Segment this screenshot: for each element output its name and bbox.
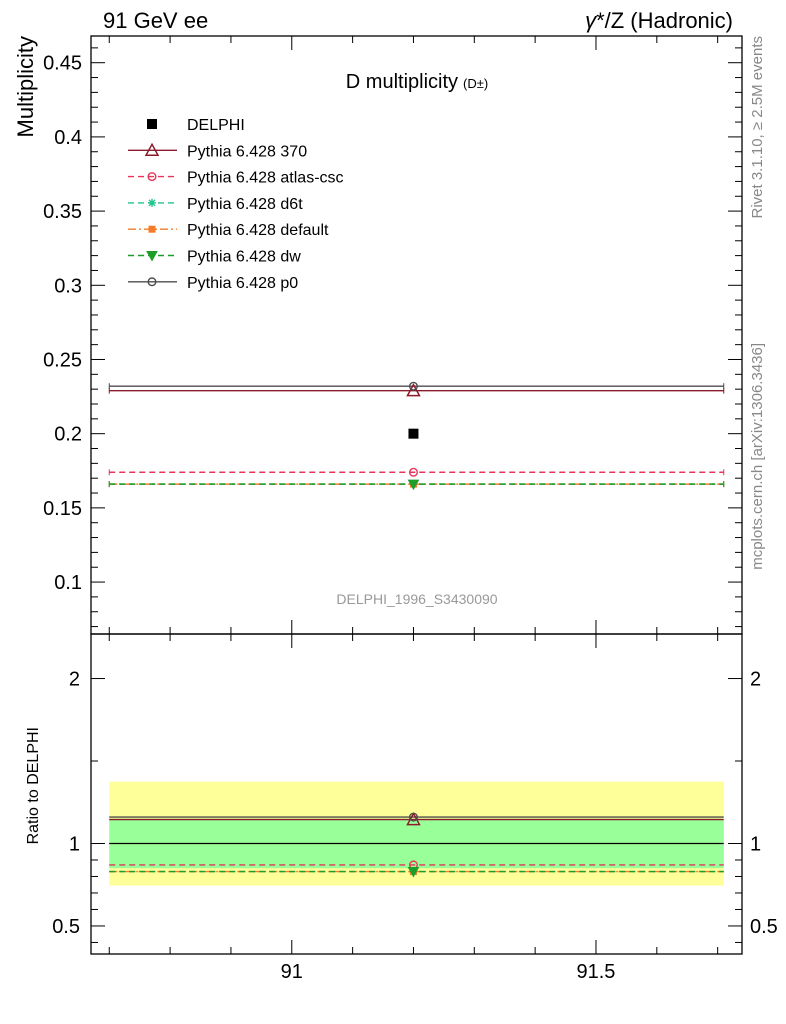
x-tick-label: 91 [281,961,303,983]
main-title-text: D multiplicity [346,71,458,93]
header-right-gamma: γ [585,8,598,33]
header-right: γ*/Z (Hadronic) [585,8,733,33]
legend-item-4: Pythia 6.428 dw [128,249,301,266]
legend-marker [147,119,157,129]
y-tick-label: 0.35 [43,201,82,223]
ratio-marker-5 [408,812,418,822]
y-tick-label: 0.4 [54,127,82,149]
legend: DELPHI Pythia 6.428 370 Pythia 6.428 atlas… [128,117,344,292]
legend-item-2: Pythia 6.428 d6t [128,196,303,213]
ratio-y-tick-label-right: 1 [750,833,761,855]
main-title-suffix: (D±) [463,76,488,91]
series-marker-1 [408,467,418,477]
legend-item-5: Pythia 6.428 p0 [128,275,298,292]
legend-marker [147,277,157,287]
series-marker-0 [406,383,421,397]
y-tick-label: 0.1 [54,572,82,594]
x-tick-label: 91.5 [577,961,616,983]
main-plot: 0.1 0.15 0.2 0.25 0.3 0.35 0.4 0.45 D multiplic… [43,35,743,635]
legend-label: DELPHI [187,117,245,134]
ratio-frame [90,633,743,955]
legend-marker [148,225,156,233]
header-left: 91 GeV ee [103,8,208,33]
legend-marker [146,251,158,262]
series-marker-4 [407,479,420,491]
ratio-ylabel: Ratio to DELPHI [25,727,42,844]
legend-item-3: Pythia 6.428 default [128,222,329,239]
legend-item-data: DELPHI [147,117,245,134]
ratio-y-tick-label-right: 2 [750,669,761,691]
data-point-marker [408,428,419,439]
ratio-plot: 0.5 0.5 1 1 2 2 91 91.5 [52,633,778,983]
watermark: DELPHI_1996_S3430090 [336,591,497,607]
legend-label: Pythia 6.428 dw [187,249,301,266]
legend-label: Pythia 6.428 d6t [187,196,303,213]
y-tick-label: 0.15 [43,498,82,520]
legend-label: Pythia 6.428 default [187,222,329,239]
main-title: D multiplicity (D±) [346,71,488,93]
y-tick-label: 0.3 [54,275,82,297]
rivet-side-text: Rivet 3.1.10, ≥ 2.5M events [749,36,766,219]
main-ylabel: Multiplicity [13,36,38,137]
legend-marker [144,142,160,157]
y-tick-label: 0.45 [43,53,82,75]
mcplots-side-text: mcplots.cern.ch [arXiv:1306.3436] [749,343,766,570]
header-right-rest: */Z (Hadronic) [596,8,733,33]
y-tick-label: 0.2 [54,424,82,446]
ratio-y-tick-label: 0.5 [52,916,80,938]
legend-label: Pythia 6.428 370 [187,143,307,160]
ratio-y-tick-label: 1 [69,833,80,855]
ratio-marker-4 [407,867,420,878]
legend-label: Pythia 6.428 p0 [187,275,298,292]
legend-marker [148,198,156,207]
ratio-y-tick-label: 2 [69,669,80,691]
legend-marker [147,172,157,182]
y-tick-label: 0.25 [43,349,82,371]
ratio-y-tick-label-right: 0.5 [750,916,778,938]
legend-item-1: Pythia 6.428 atlas-csc [128,170,344,187]
series-marker-5 [408,381,418,391]
legend-label: Pythia 6.428 atlas-csc [187,170,344,187]
legend-item-0: Pythia 6.428 370 [128,142,307,160]
